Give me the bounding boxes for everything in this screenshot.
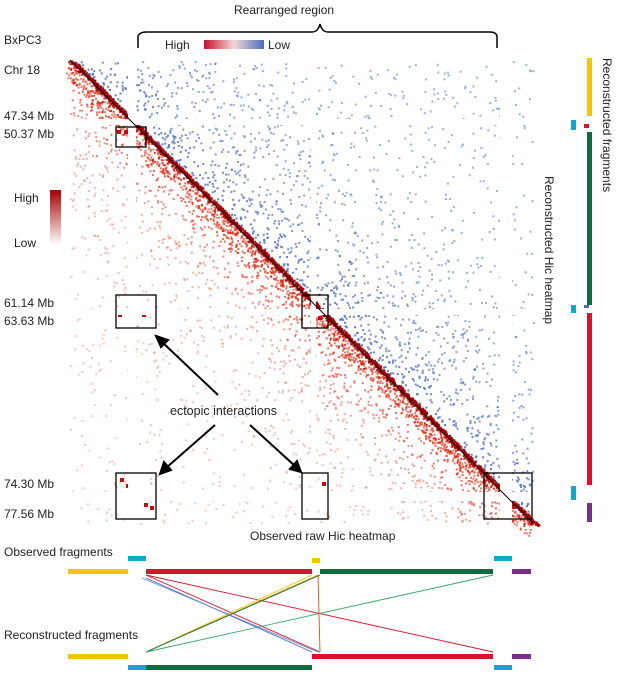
position-label: 61.14 Mb [4,296,55,310]
rearranged-region-bracket [137,23,498,48]
left-legend-gradient [50,190,61,245]
observed-heatmap-label: Observed raw Hic heatmap [250,529,396,543]
top-legend-high: High [165,38,190,52]
cell-line-label: BxPC3 [4,33,42,47]
position-label: 50.37 Mb [4,127,55,141]
left-legend-low: Low [14,236,37,250]
observed-fragments-label: Observed fragments [4,545,113,559]
right-reconstructed-fragments [571,58,592,522]
ectopic-interactions-label: ectopic interactions [170,404,278,418]
top-legend-gradient [204,40,264,49]
position-label: 47.34 Mb [4,109,55,123]
position-label: 74.30 Mb [4,477,55,491]
chromosome-label: Chr 18 [4,63,41,77]
left-legend-high: High [14,191,39,205]
bottom-fragments [68,556,531,670]
rearranged-region-label: Rearranged region [234,3,335,17]
reconstructed-fragments-label: Reconstructed fragments [4,628,139,642]
reconstructed-heatmap [77,60,535,515]
ectopic-arrows [154,334,303,476]
diagonal-line [69,59,534,524]
highlight-boxes [115,126,533,520]
fragment-links [141,574,494,653]
top-legend-low: Low [268,38,291,52]
reconstructed-heatmap-label: Reconstructed Hic heatmap [542,176,556,325]
right-fragments-label: Reconstructed fragments [600,58,614,193]
position-label: 77.56 Mb [4,507,55,521]
position-label: 63.63 Mb [4,314,55,328]
